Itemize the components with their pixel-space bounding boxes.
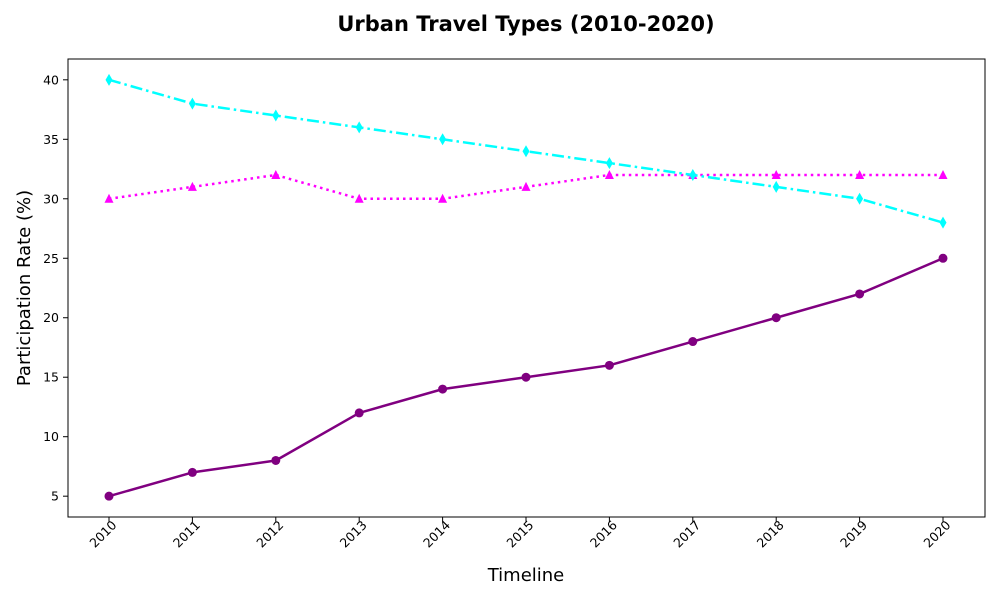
series-2-triangle-marker-2014 bbox=[438, 193, 448, 203]
series-2-triangle-marker-2010 bbox=[104, 193, 114, 203]
series-2-triangle-marker-2015 bbox=[521, 181, 531, 191]
chart-title: Urban Travel Types (2010-2020) bbox=[337, 12, 714, 36]
series-3-diamond-marker-2012 bbox=[272, 109, 280, 122]
series-3-diamond-marker-2011 bbox=[188, 97, 196, 110]
series-1-circle-marker-2011 bbox=[187, 467, 197, 477]
series-3-diamond-marker-2019 bbox=[856, 192, 864, 205]
series-1-circle-marker-2019 bbox=[855, 289, 865, 299]
y-tick-label-15: 15 bbox=[43, 370, 59, 385]
series-3-diamond-marker-2010 bbox=[105, 73, 113, 86]
series-3-line bbox=[108, 78, 944, 224]
y-tick-label-25: 25 bbox=[43, 251, 59, 266]
series-2-triangle-marker-2019 bbox=[855, 169, 865, 179]
y-tick-label-5: 5 bbox=[51, 489, 59, 504]
series-1-circle-marker-2010 bbox=[104, 491, 114, 501]
series-1-circle-marker-2013 bbox=[354, 408, 364, 418]
series-1-circle-marker-2012 bbox=[271, 455, 281, 465]
y-tick-label-40: 40 bbox=[43, 72, 59, 87]
series-2-triangle-marker-2018 bbox=[771, 169, 781, 179]
series-3-diamond-marker-2016 bbox=[605, 157, 613, 170]
series-1-circle-marker-2018 bbox=[771, 313, 781, 323]
x-axis-label: Timeline bbox=[487, 565, 565, 586]
series-3-diamond-marker-2018 bbox=[772, 180, 780, 193]
series-1-circle-marker-2017 bbox=[688, 337, 698, 347]
series-1-circle-marker-2020 bbox=[938, 253, 948, 263]
series-3-diamond-marker-2017 bbox=[689, 168, 697, 181]
plot-frame bbox=[67, 58, 986, 518]
series-3-diamond-marker-2014 bbox=[439, 133, 447, 146]
series-3-diamond-marker-2020 bbox=[939, 216, 947, 229]
series-2-triangle-marker-2016 bbox=[604, 169, 614, 179]
y-tick-label-30: 30 bbox=[43, 191, 59, 206]
y-tick-label-20: 20 bbox=[43, 310, 59, 325]
series-3-diamond-marker-2015 bbox=[522, 145, 530, 158]
series-3-diamond-marker-2013 bbox=[355, 121, 363, 134]
series-1-circle-marker-2014 bbox=[438, 384, 448, 394]
y-axis-label: Participation Rate (%) bbox=[14, 190, 35, 386]
series-2-triangle-marker-2013 bbox=[354, 193, 364, 203]
y-tick-label-35: 35 bbox=[43, 132, 59, 147]
series-2-triangle-marker-2020 bbox=[938, 169, 948, 179]
series-1-circle-marker-2016 bbox=[604, 360, 614, 370]
series-2-triangle-marker-2012 bbox=[271, 169, 281, 179]
series-1-circle-marker-2015 bbox=[521, 372, 531, 382]
series-2-triangle-marker-2011 bbox=[187, 181, 197, 191]
y-tick-label-10: 10 bbox=[43, 429, 59, 444]
